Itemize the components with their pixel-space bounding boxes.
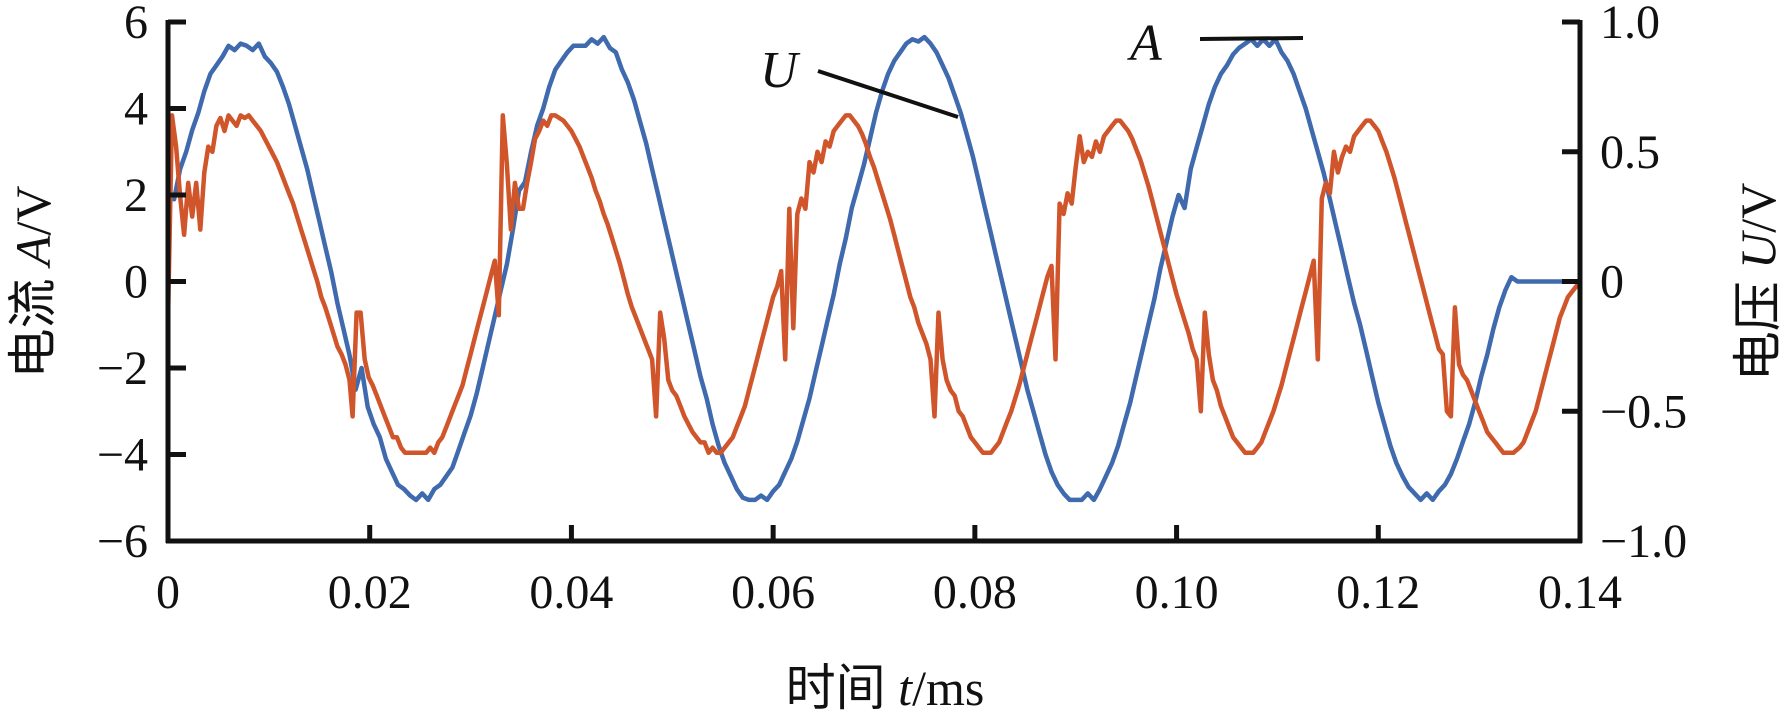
annotation-a-label: A [1127, 15, 1162, 72]
y-right-tick-label: −0.5 [1600, 385, 1687, 438]
x-tick-label: 0.12 [1336, 566, 1420, 619]
x-tick-label: 0.04 [529, 566, 613, 619]
x-tick-label: 0.06 [731, 566, 815, 619]
y-right-axis-title-var: U [1730, 230, 1786, 269]
ticks-layer [168, 19, 1580, 541]
y-right-tick-label: −1.0 [1600, 515, 1687, 568]
y-right-axis-title: 电压 U/V [1730, 183, 1786, 382]
labels-layer: 0 0.02 0.04 0.06 0.08 0.10 0.12 0.14 6 4 2 0 −2 −4 −6 1… [97, 0, 1687, 619]
y-left-axis-title-unit: /V [5, 185, 61, 235]
y-left-axis-title-prefix: 电流 [5, 266, 61, 379]
x-axis-title: 时间 t/ms [786, 660, 985, 716]
x-axis-title-var: t [898, 660, 913, 716]
annotation-a-leader [1199, 36, 1304, 41]
x-tick-label: 0.10 [1135, 566, 1219, 619]
y-left-tick-label: −4 [97, 429, 148, 482]
series-line-u [165, 113, 1583, 456]
y-left-tick-label: 4 [124, 83, 148, 136]
y-right-axis-title-unit: /V [1730, 183, 1786, 233]
y-left-tick-label: 0 [124, 256, 148, 309]
y-right-tick-label: 1.0 [1600, 0, 1660, 49]
x-axis-title-unit: /ms [912, 660, 984, 716]
x-axis-title-prefix: 时间 [786, 660, 899, 716]
x-tick-label: 0.14 [1538, 566, 1622, 619]
y-left-tick-label: 6 [124, 0, 148, 49]
x-tick-label: 0 [156, 566, 180, 619]
axes-layer [165, 20, 1583, 544]
y-left-tick-label: −2 [97, 342, 148, 395]
series-line-a [165, 34, 1583, 503]
x-tick-label: 0.08 [933, 566, 1017, 619]
annotation-u-leader [817, 69, 959, 119]
y-left-axis-title: 电流 A/V [5, 185, 61, 378]
y-left-tick-label: 2 [124, 169, 148, 222]
y-left-axis-title-var: A [5, 235, 61, 269]
annotation-u-label: U [760, 42, 801, 99]
y-right-axis-title-prefix: 电压 [1730, 269, 1786, 382]
y-right-tick-label: 0 [1600, 256, 1624, 309]
y-right-tick-label: 0.5 [1600, 126, 1660, 179]
series-layer [165, 34, 1583, 503]
x-tick-label: 0.02 [328, 566, 412, 619]
y-left-tick-label: −6 [97, 515, 148, 568]
